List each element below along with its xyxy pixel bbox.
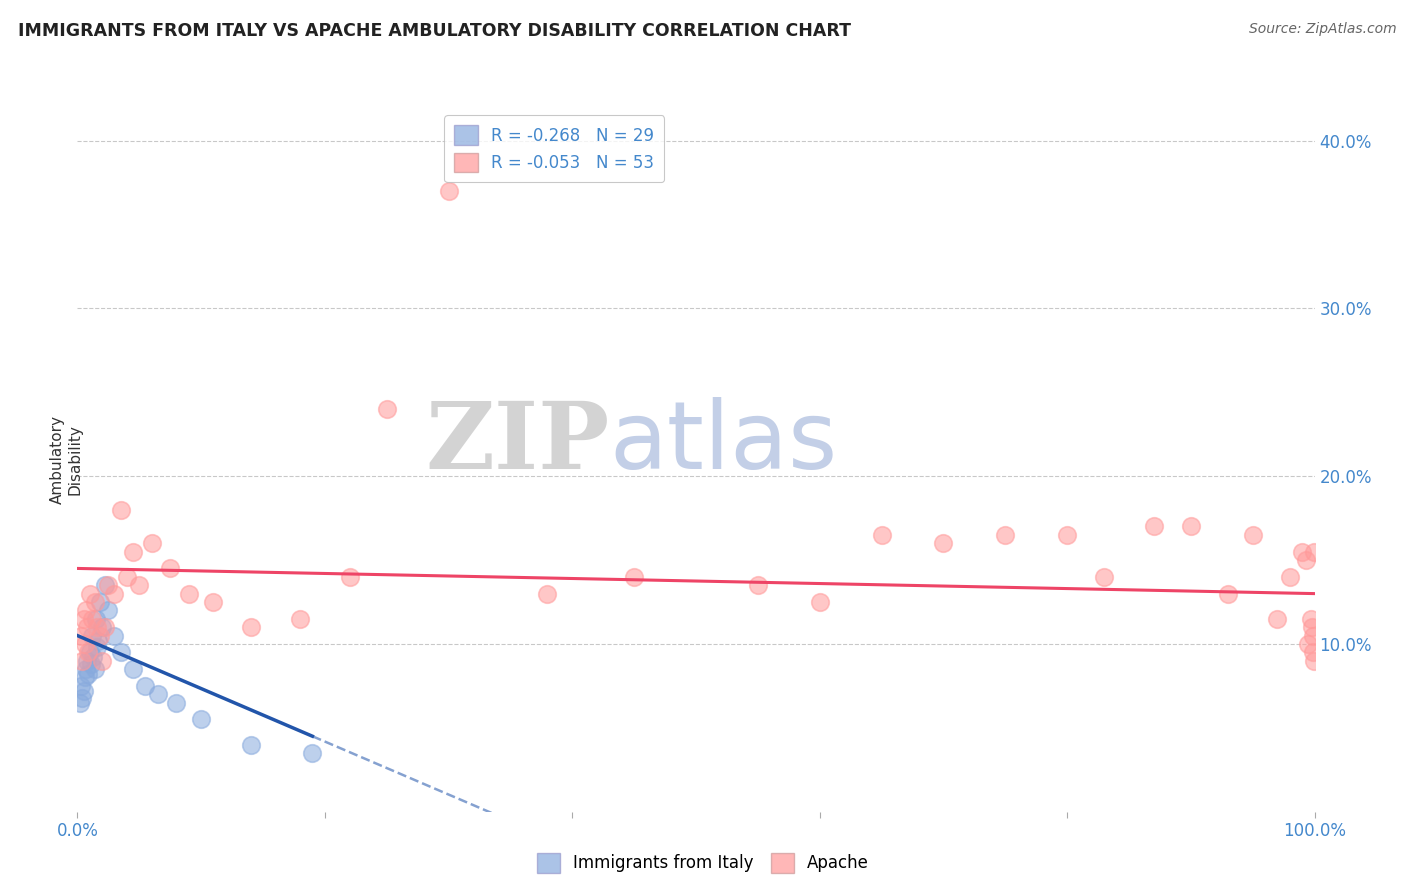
Point	[103, 586, 125, 600]
Point	[747, 578, 769, 592]
Point	[134, 679, 156, 693]
Point	[932, 536, 955, 550]
Point	[80, 657, 103, 671]
Legend: R = -0.268   N = 29, R = -0.053   N = 53: R = -0.268 N = 29, R = -0.053 N = 53	[444, 115, 664, 182]
Point	[82, 628, 104, 642]
Point	[69, 696, 91, 710]
Point	[128, 578, 150, 592]
Point	[89, 628, 111, 642]
Point	[288, 612, 311, 626]
Point	[91, 654, 114, 668]
Point	[93, 578, 115, 592]
Point	[375, 402, 398, 417]
Text: IMMIGRANTS FROM ITALY VS APACHE AMBULATORY DISABILITY CORRELATION CHART: IMMIGRANTS FROM ITALY VS APACHE AMBULATO…	[18, 22, 851, 40]
Point	[122, 662, 145, 676]
Point	[239, 738, 262, 752]
Point	[808, 595, 831, 609]
Point	[437, 184, 460, 198]
Point	[83, 662, 105, 676]
Point	[76, 654, 98, 668]
Point	[72, 684, 94, 698]
Point	[339, 570, 361, 584]
Point	[177, 586, 200, 600]
Point	[1056, 528, 1078, 542]
Point	[75, 603, 97, 617]
Point	[87, 633, 110, 648]
Point	[1092, 570, 1115, 584]
Point	[72, 612, 94, 626]
Point	[870, 528, 893, 542]
Point	[536, 586, 558, 600]
Point	[103, 628, 125, 642]
Point	[70, 679, 93, 693]
Point	[1216, 586, 1239, 600]
Point	[83, 595, 105, 609]
Point	[1303, 544, 1326, 558]
Point	[73, 671, 96, 685]
Point	[110, 645, 132, 659]
Text: atlas: atlas	[609, 397, 838, 489]
Point	[1299, 612, 1322, 626]
Text: ZIP: ZIP	[425, 398, 609, 488]
Point	[77, 667, 100, 681]
Point	[70, 628, 93, 642]
Point	[82, 650, 104, 665]
Point	[190, 713, 212, 727]
Point	[72, 690, 94, 705]
Point	[1295, 553, 1317, 567]
Point	[239, 620, 262, 634]
Point	[301, 746, 323, 760]
Point	[1241, 528, 1264, 542]
Point	[75, 662, 97, 676]
Text: Source: ZipAtlas.com: Source: ZipAtlas.com	[1249, 22, 1396, 37]
Point	[1278, 570, 1301, 584]
Point	[89, 595, 111, 609]
Point	[115, 570, 138, 584]
Point	[1302, 645, 1324, 659]
Y-axis label: Ambulatory
Disability: Ambulatory Disability	[51, 415, 83, 504]
Point	[93, 620, 115, 634]
Point	[1291, 544, 1313, 558]
Point	[1267, 612, 1289, 626]
Point	[1301, 620, 1323, 634]
Point	[86, 620, 108, 634]
Legend: Immigrants from Italy, Apache: Immigrants from Italy, Apache	[530, 847, 876, 880]
Point	[159, 561, 181, 575]
Point	[146, 687, 169, 701]
Point	[76, 620, 98, 634]
Point	[1180, 519, 1202, 533]
Point	[86, 640, 108, 655]
Point	[1303, 654, 1326, 668]
Point	[97, 603, 120, 617]
Point	[110, 502, 132, 516]
Point	[72, 654, 94, 668]
Point	[1143, 519, 1166, 533]
Point	[79, 586, 101, 600]
Point	[141, 536, 163, 550]
Point	[91, 620, 114, 634]
Point	[97, 578, 120, 592]
Point	[1302, 628, 1324, 642]
Point	[73, 637, 96, 651]
Point	[623, 570, 645, 584]
Point	[1298, 637, 1320, 651]
Point	[84, 612, 107, 626]
Point	[77, 645, 100, 659]
Point	[122, 544, 145, 558]
Point	[82, 612, 104, 626]
Point	[202, 595, 225, 609]
Point	[994, 528, 1017, 542]
Point	[79, 645, 101, 659]
Point	[165, 696, 187, 710]
